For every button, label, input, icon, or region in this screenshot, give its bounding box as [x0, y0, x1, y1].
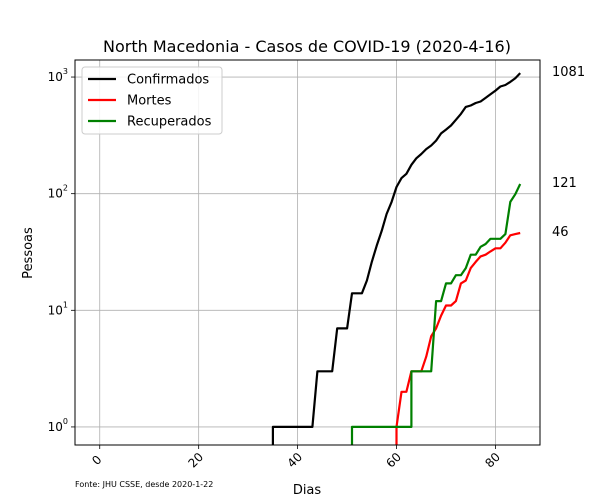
- end-label-mortes: 46: [552, 225, 569, 240]
- y-tick-label: 101: [48, 300, 68, 317]
- series-line-recuperados: [350, 183, 522, 445]
- y-tick-label: 102: [48, 184, 68, 201]
- axes-frame: [74, 59, 541, 446]
- y-tick-exponent: 2: [63, 184, 68, 193]
- y-tick-base: 10: [48, 420, 63, 434]
- end-label-confirmados: 1081: [552, 65, 585, 80]
- y-tick-exponent: 3: [63, 67, 68, 76]
- end-value-labels: 1081 46 121: [552, 65, 585, 240]
- y-tick-exponent: 0: [63, 417, 68, 426]
- legend: Confirmados Mortes Recuperados: [81, 66, 223, 135]
- series-layer: [271, 72, 522, 445]
- y-axis-label: Pessoas: [21, 227, 36, 279]
- end-label-recuperados: 121: [552, 176, 577, 191]
- legend-label-recuperados: Recuperados: [127, 115, 212, 130]
- y-tick-base: 10: [48, 70, 63, 84]
- chart-title: North Macedonia - Casos de COVID-19 (202…: [103, 37, 511, 56]
- y-tick-base: 10: [48, 303, 63, 317]
- y-tick-exponent: 1: [63, 300, 68, 309]
- series-line-confirmados: [271, 72, 521, 445]
- legend-label-confirmados: Confirmados: [127, 73, 209, 88]
- y-tick-label: 100: [48, 417, 68, 434]
- legend-label-mortes: Mortes: [127, 94, 172, 109]
- legend-box: [81, 66, 223, 135]
- y-tick-label: 103: [48, 67, 68, 84]
- source-footnote: Fonte: JHU CSSE, desde 2020-1-22: [75, 480, 213, 489]
- y-tick-base: 10: [48, 187, 63, 201]
- x-axis-label: Dias: [293, 483, 322, 498]
